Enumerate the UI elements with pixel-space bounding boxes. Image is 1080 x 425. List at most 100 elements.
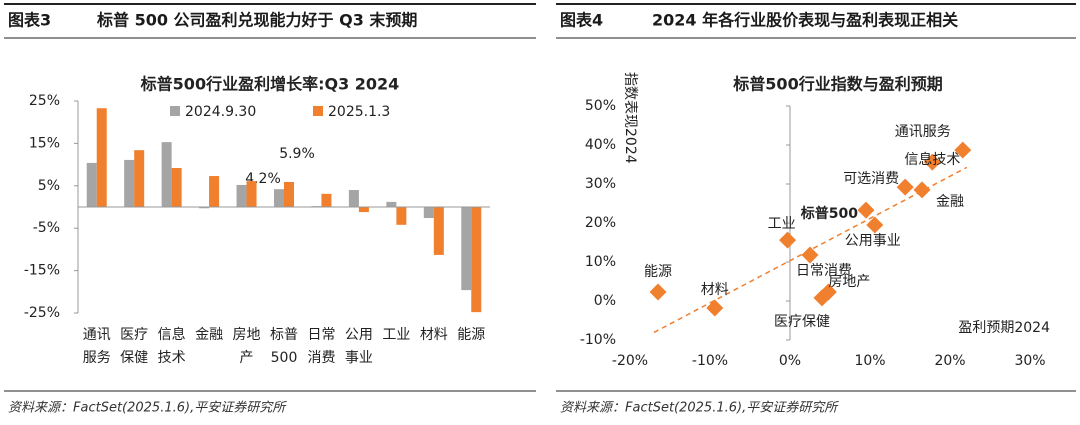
label-line: 消费 — [307, 350, 335, 366]
x-tick-label: 房地产 — [233, 327, 261, 366]
y-tick-label: -10% — [580, 332, 616, 348]
label-line: 标普 — [270, 327, 298, 343]
y-tick-label: 50% — [585, 98, 616, 114]
label-line: 工业 — [382, 327, 410, 343]
point-label: 能源 — [644, 264, 672, 280]
label-line: 公用 — [345, 327, 373, 343]
point-label: 工业 — [768, 216, 796, 232]
bar — [471, 207, 482, 313]
bar — [348, 190, 359, 207]
label-line: 产 — [240, 350, 254, 366]
point — [857, 201, 875, 219]
x-tick-label: 金融 — [195, 327, 223, 343]
point — [866, 216, 884, 234]
x-tick-label: 信息技术 — [158, 326, 186, 366]
point — [813, 289, 831, 307]
legend-swatch — [170, 106, 180, 116]
bar — [461, 207, 472, 291]
legend-label: 2024.9.30 — [185, 104, 256, 120]
point — [649, 283, 667, 301]
point — [913, 181, 931, 199]
y-tick-label: 10% — [585, 254, 616, 270]
point — [706, 299, 724, 317]
bar — [199, 207, 210, 209]
bar — [209, 176, 220, 207]
x-tick-label: 30% — [1014, 353, 1045, 369]
x-tick-label: 标普 500 — [270, 327, 298, 366]
y-tick-label: 25% — [29, 93, 60, 109]
bar — [161, 142, 172, 207]
point-label: 信息技术 — [904, 151, 960, 168]
label-line: 材料 — [420, 327, 448, 343]
x-tick-label: 工业 — [382, 327, 410, 343]
bar — [284, 181, 294, 207]
chart-title: 标普500行业盈利增长率:Q3 2024 — [140, 75, 400, 94]
y-tick-label: 20% — [585, 215, 616, 231]
x-tick-label: 10% — [854, 353, 885, 369]
point — [801, 246, 819, 264]
y-tick-label: 5% — [38, 178, 60, 194]
point-label: 金融 — [936, 194, 964, 210]
x-tick-label: -20% — [612, 353, 648, 369]
legend-label: 2025.1.3 — [328, 104, 390, 120]
label-line: 技术 — [158, 350, 186, 366]
bar — [246, 181, 257, 207]
bar — [358, 207, 369, 213]
bar — [274, 189, 284, 207]
source: 资料来源：FactSet(2025.1.6),平安证券研究所 — [560, 400, 839, 416]
panel-heading: 2024 年各行业股价表现与盈利表现正相关 — [652, 11, 958, 30]
y-tick-label: 30% — [585, 176, 616, 192]
x-tick-label: 能源 — [457, 327, 485, 343]
label-line: 日常 — [307, 327, 335, 343]
trend-line — [653, 166, 968, 334]
label-line: 通讯 — [83, 327, 111, 343]
x-tick-label: -10% — [692, 353, 728, 369]
y-tick-label: -25% — [24, 305, 60, 321]
data-label: 5.9% — [279, 146, 315, 162]
source: 资料来源：FactSet(2025.1.6),平安证券研究所 — [8, 400, 287, 416]
label-line: 医疗 — [120, 327, 148, 343]
x-tick-label: 20% — [934, 353, 965, 369]
legend-swatch — [313, 106, 323, 116]
y-tick-label: -5% — [33, 220, 60, 236]
bar — [321, 193, 332, 207]
label-line: 500 — [271, 350, 298, 366]
panel-label: 图表4 — [560, 11, 603, 30]
label-line: 房地 — [233, 327, 261, 343]
bar — [236, 184, 247, 207]
point-label: 医疗保健 — [774, 314, 830, 330]
panel-heading: 标普 500 公司盈利兑现能力好于 Q3 末预期 — [96, 11, 417, 30]
point — [896, 178, 914, 196]
x-tick-label: 0% — [779, 353, 801, 369]
bar — [134, 150, 145, 207]
bar — [423, 207, 434, 219]
x-tick-label: 日常消费 — [307, 327, 335, 366]
x-tick-label: 医疗保健 — [120, 327, 148, 366]
label-line: 保健 — [120, 350, 148, 366]
panel-label: 图表3 — [8, 11, 51, 30]
label-line: 能源 — [457, 327, 485, 343]
x-tick-label: 公用事业 — [345, 327, 373, 366]
y-tick-label: 40% — [585, 137, 616, 153]
point-label: 可选消费 — [843, 171, 899, 187]
x-tick-label: 材料 — [420, 327, 448, 343]
chart-title: 标普500行业指数与盈利预期 — [732, 75, 942, 94]
point — [923, 153, 941, 171]
bar — [433, 207, 444, 255]
label-line: 事业 — [345, 350, 373, 366]
bar — [86, 162, 97, 207]
x-tick-label: 通讯服务 — [83, 327, 111, 366]
y-tick-label: -15% — [24, 263, 60, 279]
point-label: 通讯服务 — [895, 124, 951, 140]
point-label: 房地产 — [828, 274, 870, 290]
y-axis-label: 指数表现2024 — [622, 72, 638, 164]
bar — [171, 167, 182, 207]
point-label: 公用事业 — [845, 233, 901, 249]
label-line: 金融 — [195, 327, 223, 343]
bar — [396, 207, 407, 225]
point-label: 日常消费 — [796, 263, 852, 279]
point-label: 材料 — [701, 282, 729, 298]
x-axis-label: 盈利预期2024 — [958, 320, 1050, 336]
y-tick-label: 15% — [29, 135, 60, 151]
